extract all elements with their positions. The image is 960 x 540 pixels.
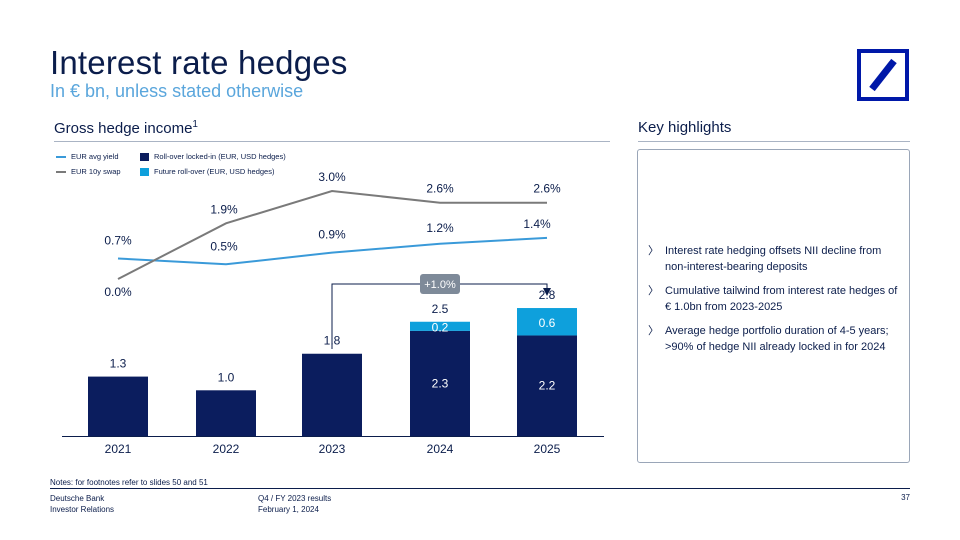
chevron-right-icon: 〉 xyxy=(648,245,659,257)
annotation-arrowhead xyxy=(543,288,551,296)
line-label-swap-2021: 0.0% xyxy=(104,285,132,299)
bar-future-rollover-2025 xyxy=(517,308,577,336)
chevron-right-icon: 〉 xyxy=(648,325,659,337)
line-label-avg-yield-2021: 0.7% xyxy=(104,233,132,247)
footer-report: Q4 / FY 2023 results February 1, 2024 xyxy=(258,493,331,515)
bar-rollover-locked-2021 xyxy=(88,376,148,436)
highlight-item: 〉 Interest rate hedging offsets NII decl… xyxy=(645,243,903,275)
footer-company: Deutsche Bank Investor Relations xyxy=(50,493,114,515)
right-section-rule xyxy=(638,141,910,142)
line-swap xyxy=(117,189,547,280)
line-label-swap-2024: 2.6% xyxy=(426,182,454,196)
chevron-right-icon: 〉 xyxy=(648,285,659,297)
line-label-avg-yield-2024: 1.2% xyxy=(426,221,454,235)
legend-line-swap xyxy=(56,170,66,173)
line-label-swap-2023: 3.0% xyxy=(318,170,346,184)
bar-total-label-2022: 1.0 xyxy=(218,370,235,384)
x-tick-label-2023: 2023 xyxy=(319,442,346,456)
department-name: Investor Relations xyxy=(50,505,115,514)
highlight-item: 〉 Cumulative tailwind from interest rate… xyxy=(645,283,903,315)
legend-line-avg-yield xyxy=(56,155,66,158)
legend-label: Future roll-over (EUR, USD hedges) xyxy=(154,167,275,176)
page-number: 37 xyxy=(901,493,910,502)
legend-rollover-locked: Roll-over locked-in (EUR, USD hedges) xyxy=(140,152,286,161)
highlight-text: Cumulative tailwind from interest rate h… xyxy=(665,285,898,313)
annotation-label: +1.0% xyxy=(424,279,456,291)
left-section-rule xyxy=(54,141,610,142)
x-tick-label-2025: 2025 xyxy=(534,442,561,456)
line-label-avg-yield-2025: 1.4% xyxy=(523,217,551,231)
bar-segment-label-locked-2024: 2.3 xyxy=(432,376,449,390)
bar-total-label-2024: 2.5 xyxy=(432,302,449,316)
bar-segment-label-future-2025: 0.6 xyxy=(539,316,556,330)
line-label-avg-yield-2022: 0.5% xyxy=(210,239,238,253)
legend-swatch-navy xyxy=(140,152,149,161)
line-label-swap-2025: 2.6% xyxy=(533,182,561,196)
footer-rule xyxy=(50,488,910,489)
highlight-text: Average hedge portfolio duration of 4-5 … xyxy=(665,325,889,353)
line-label-avg-yield-2023: 0.9% xyxy=(318,228,346,242)
line-avg-yield xyxy=(117,236,548,266)
page-title: Interest rate hedges xyxy=(50,44,348,81)
deutsche-bank-logo xyxy=(857,49,909,101)
bar-future-rollover-2024 xyxy=(410,321,470,331)
footnotes: Notes: for footnotes refer to slides 50 … xyxy=(50,478,208,487)
legend-eur-10y-swap: EUR 10y swap xyxy=(56,167,121,176)
bar-rollover-locked-2022 xyxy=(196,390,256,436)
report-date: February 1, 2024 xyxy=(258,505,319,514)
key-highlights-title: Key highlights xyxy=(638,119,732,136)
key-highlights-box xyxy=(637,149,910,463)
gross-hedge-income-title: Gross hedge income1 xyxy=(54,119,198,137)
highlight-text: Interest rate hedging offsets NII declin… xyxy=(665,245,882,273)
logo-slash-icon xyxy=(869,58,897,92)
legend-future-rollover: Future roll-over (EUR, USD hedges) xyxy=(140,167,274,176)
x-tick-label-2021: 2021 xyxy=(105,442,132,456)
legend-label: Roll-over locked-in (EUR, USD hedges) xyxy=(154,152,286,161)
legend-swatch-lightblue xyxy=(140,167,149,176)
bar-segment-label-future-2024: 0.2 xyxy=(432,320,449,334)
page-subtitle: In € bn, unless stated otherwise xyxy=(50,81,304,101)
line-label-swap-2022: 1.9% xyxy=(210,202,238,216)
footnote-marker: 1 xyxy=(192,119,198,130)
company-name: Deutsche Bank xyxy=(50,494,105,503)
bar-rollover-locked-2024 xyxy=(410,330,470,436)
legend-label: EUR 10y swap xyxy=(71,167,121,176)
bar-rollover-locked-2023 xyxy=(302,353,362,436)
key-highlights-list: 〉 Interest rate hedging offsets NII decl… xyxy=(645,243,903,363)
bar-segment-label-locked-2025: 2.2 xyxy=(539,379,556,393)
legend-eur-avg-yield: EUR avg yield xyxy=(56,152,119,161)
x-tick-label-2024: 2024 xyxy=(427,442,454,456)
legend-label: EUR avg yield xyxy=(71,152,119,161)
annotation-badge xyxy=(420,274,460,294)
bar-rollover-locked-2025 xyxy=(517,335,577,436)
bar-total-label-2021: 1.3 xyxy=(110,357,127,371)
highlight-item: 〉 Average hedge portfolio duration of 4-… xyxy=(645,323,903,355)
report-name: Q4 / FY 2023 results xyxy=(258,494,332,503)
x-tick-label-2022: 2022 xyxy=(213,442,240,456)
